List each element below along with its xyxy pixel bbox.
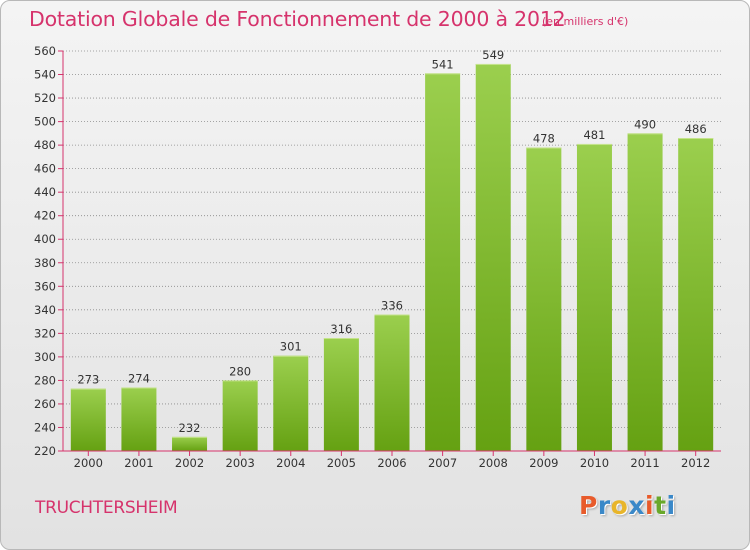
logo-letter: P — [579, 491, 598, 520]
data-label: 273 — [77, 373, 99, 387]
data-label: 232 — [179, 421, 201, 435]
bar-2009 — [526, 147, 562, 451]
bar-2010 — [576, 143, 612, 452]
bar-2004 — [273, 355, 309, 451]
y-tick-label: 460 — [34, 162, 56, 176]
logo-letter: o — [610, 491, 629, 520]
y-tick-label: 240 — [34, 420, 56, 434]
bars — [70, 63, 714, 452]
data-label: 541 — [432, 57, 454, 71]
y-tick-label: 220 — [34, 444, 56, 458]
y-tick-label: 420 — [34, 209, 56, 223]
x-tick-label: 2005 — [327, 456, 356, 470]
y-tick-label: 480 — [34, 138, 56, 152]
x-tick-label: 2010 — [580, 456, 609, 470]
x-tick-label: 2004 — [276, 456, 305, 470]
logo-letter: i — [645, 491, 655, 520]
data-labels: 273 274 232 280 301 316 336 541 549 478 481 490 486 — [77, 48, 706, 435]
y-tick-label: 560 — [34, 44, 56, 58]
bar-2003 — [222, 380, 258, 451]
x-tick-label: 2009 — [529, 456, 558, 470]
x-tick-label: 2002 — [175, 456, 204, 470]
y-tick-label: 500 — [34, 115, 56, 129]
y-tick-label: 260 — [34, 397, 56, 411]
proxiti-logo: Proxiti — [579, 491, 676, 520]
y-axis-ticks: 220 240 260 280 300 320 340 360 380 400 420 440 460 4… — [34, 44, 63, 458]
x-tick-label: 2003 — [226, 456, 255, 470]
chart-title: Dotation Globale de Fonctionnement de 20… — [29, 7, 566, 31]
x-tick-label: 2008 — [479, 456, 508, 470]
bar-2007 — [425, 73, 461, 452]
x-tick-label: 2011 — [630, 456, 659, 470]
x-tick-label: 2001 — [124, 456, 153, 470]
data-label: 486 — [685, 122, 707, 136]
x-tick-label: 2000 — [74, 456, 103, 470]
y-tick-label: 300 — [34, 350, 56, 364]
bar-2000 — [70, 388, 106, 451]
logo-letter: i — [666, 491, 676, 520]
chart-unit: (en milliers d'€) — [542, 15, 629, 28]
y-tick-label: 520 — [34, 91, 56, 105]
logo-letter: x — [628, 491, 645, 520]
y-tick-label: 360 — [34, 279, 56, 293]
y-tick-label: 380 — [34, 256, 56, 270]
y-tick-label: 340 — [34, 303, 56, 317]
y-tick-label: 440 — [34, 185, 56, 199]
y-tick-label: 540 — [34, 68, 56, 82]
x-tick-label: 2006 — [377, 456, 406, 470]
bar-2011 — [627, 133, 663, 451]
x-axis-ticks: 2000 2001 2002 2003 2004 2005 2006 2007 2008 2009… — [74, 451, 710, 470]
data-label: 301 — [280, 340, 302, 354]
data-label: 280 — [229, 364, 251, 378]
data-label: 478 — [533, 131, 555, 145]
data-label: 336 — [381, 299, 403, 313]
bar-2001 — [121, 387, 157, 451]
logo-letter: t — [654, 491, 667, 520]
data-label: 481 — [583, 128, 605, 142]
x-tick-label: 2012 — [681, 456, 710, 470]
bar-2005 — [323, 338, 359, 451]
data-label: 549 — [482, 48, 504, 62]
data-label: 274 — [128, 371, 150, 385]
y-tick-label: 280 — [34, 373, 56, 387]
axes — [62, 51, 721, 452]
bar-2006 — [374, 314, 410, 451]
x-tick-label: 2007 — [428, 456, 457, 470]
bar-2012 — [678, 138, 714, 451]
bar-2008 — [475, 63, 511, 452]
y-tick-label: 400 — [34, 232, 56, 246]
y-tick-label: 320 — [34, 326, 56, 340]
logo-letter: r — [597, 491, 611, 520]
data-label: 490 — [634, 117, 656, 131]
bar-2002 — [172, 436, 208, 451]
data-label: 316 — [330, 322, 352, 336]
commune-name: TRUCHTERSHEIM — [35, 498, 178, 518]
